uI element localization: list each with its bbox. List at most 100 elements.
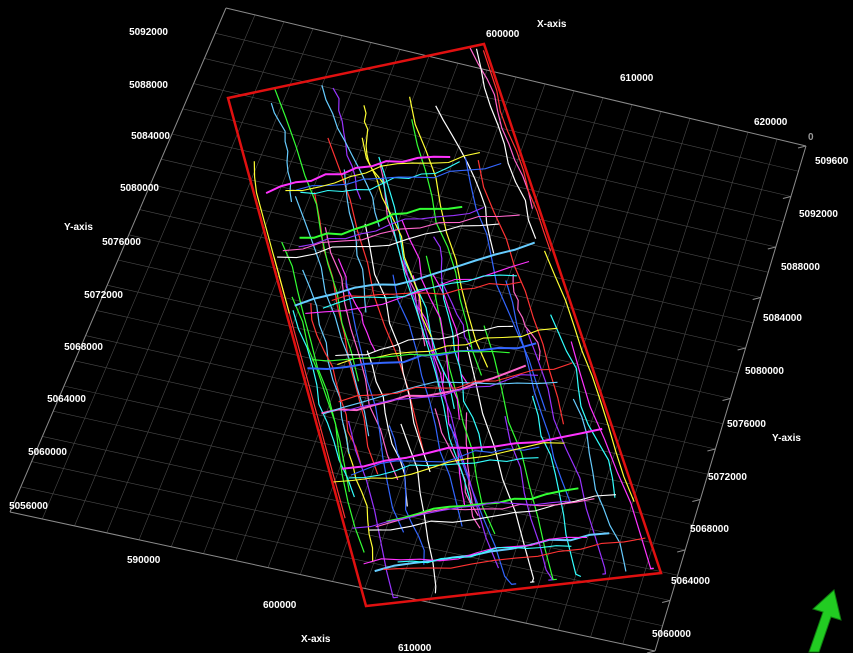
fault-trace — [409, 96, 489, 368]
fault-trace — [401, 219, 460, 420]
top-x-tick: 600000 — [486, 29, 520, 40]
left-y-tick: 5084000 — [131, 131, 170, 142]
grid-line — [707, 448, 716, 452]
fault-trace — [482, 50, 552, 252]
fault-trace — [299, 205, 463, 239]
fault-trace — [388, 425, 425, 565]
fault-trace — [381, 177, 472, 504]
fault-trace — [270, 102, 293, 203]
fault-trace — [434, 408, 481, 529]
fault-trace — [322, 274, 517, 309]
right-y-tick: 5084000 — [763, 313, 802, 324]
grid-line — [590, 132, 749, 638]
fault-trace — [295, 162, 502, 191]
fault-trace — [282, 214, 520, 252]
fault-trace — [572, 398, 627, 572]
grid-line — [622, 139, 778, 645]
fault-trace — [505, 280, 571, 503]
left-y-axis-labels: 5092000 5088000 5084000 5080000 Y-axis 5… — [9, 27, 170, 512]
fault-trace — [341, 427, 603, 470]
left-y-tick: 5092000 — [129, 27, 168, 38]
right-y-tick: 5072000 — [708, 472, 747, 483]
fault-trace — [369, 494, 617, 531]
fault-trace — [311, 350, 510, 362]
fault-trace — [338, 362, 573, 403]
fault-trace — [469, 47, 533, 209]
fault-trace — [298, 206, 484, 248]
fault-trace — [291, 296, 365, 553]
right-y-tick: 5088000 — [781, 262, 820, 273]
bottom-x-tick: 590000 — [127, 555, 161, 566]
top-x-tick: 620000 — [754, 117, 788, 128]
grid-line — [9, 7, 227, 513]
right-y-axis-labels: 0 509600 5092000 5088000 5084000 5080000… — [652, 132, 849, 640]
left-y-tick: 5064000 — [47, 394, 86, 405]
fault-trace — [300, 161, 460, 195]
grid-line — [782, 196, 792, 199]
fault-trace — [477, 159, 565, 425]
fault-trace — [543, 250, 635, 502]
fault-trace — [383, 537, 646, 570]
grid-line — [117, 259, 731, 399]
left-y-tick: 5056000 — [9, 501, 48, 512]
fault-trace — [307, 342, 537, 370]
fault-trace — [292, 310, 355, 498]
fault-trace — [392, 274, 463, 527]
grid-line — [63, 385, 693, 526]
grid-line — [9, 511, 656, 652]
fault-trace — [550, 314, 616, 498]
left-y-tick: 5080000 — [120, 183, 159, 194]
fault-trace — [475, 48, 537, 239]
fault-trace — [435, 105, 495, 254]
right-y-tick: 5076000 — [727, 419, 766, 430]
fault-trace — [331, 281, 522, 302]
fault-trace — [265, 155, 451, 195]
fault-trace — [352, 500, 571, 529]
fault-trace — [374, 532, 610, 573]
z-axis-zero: 0 — [808, 132, 814, 143]
fault-trace — [403, 259, 500, 569]
grid-line — [752, 297, 761, 300]
fault-trace — [525, 329, 607, 575]
top-x-axis-title: X-axis — [537, 19, 567, 30]
fault-trace — [441, 281, 483, 452]
bottom-x-axis-title: X-axis — [301, 634, 331, 645]
left-y-tick: 5068000 — [64, 342, 103, 353]
fault-trace — [343, 169, 367, 313]
fault-trace — [310, 303, 361, 463]
right-y-tick: 5064000 — [671, 576, 710, 587]
bottom-x-tick: 610000 — [398, 643, 432, 653]
fault-lines — [253, 47, 655, 599]
right-y-tick: 509600 — [815, 156, 849, 167]
grid-line — [661, 600, 671, 603]
left-y-tick: 5072000 — [84, 290, 123, 301]
grid-line — [20, 486, 663, 627]
fault-trace — [512, 273, 541, 361]
grid-line — [692, 499, 701, 502]
fault-trace — [277, 223, 499, 259]
fault-trace — [322, 381, 558, 415]
grid-line — [722, 398, 731, 401]
bottom-x-tick: 600000 — [263, 600, 297, 611]
top-x-axis-labels: X-axis 600000 610000 620000 — [486, 19, 788, 128]
fault-trace — [294, 241, 536, 307]
fault-trace — [321, 364, 527, 415]
left-y-tick: 5088000 — [129, 80, 168, 91]
north-arrow-icon[interactable] — [808, 589, 842, 653]
fault-trace — [363, 536, 588, 565]
fault-trace — [337, 258, 376, 352]
fault-trace — [285, 152, 481, 192]
fault-trace — [483, 325, 557, 581]
fault-trace — [321, 85, 380, 227]
fault-trace — [335, 325, 514, 357]
left-y-axis-title: Y-axis — [64, 222, 93, 233]
grid-line — [85, 335, 708, 475]
fault-trace — [531, 395, 582, 578]
grid-line — [53, 410, 686, 551]
fault-trace — [361, 137, 432, 338]
grid-line — [42, 436, 678, 576]
grid-line — [428, 97, 604, 603]
fault-trace — [570, 341, 655, 570]
